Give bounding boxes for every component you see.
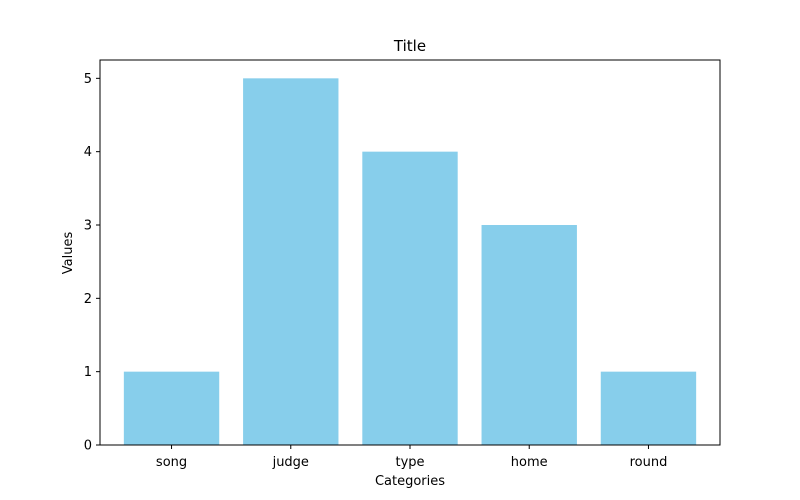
y-tick-label: 1 bbox=[84, 365, 92, 380]
y-tick-label: 0 bbox=[84, 439, 92, 454]
y-axis-ticks: 0 1 2 3 4 5 bbox=[84, 72, 100, 454]
y-tick-label: 2 bbox=[84, 292, 92, 307]
plot-frame bbox=[99, 59, 721, 446]
bar-song bbox=[123, 371, 220, 445]
bar-home bbox=[481, 225, 577, 445]
x-tick-label: home bbox=[511, 455, 548, 470]
bars-group bbox=[123, 78, 697, 445]
x-tick-label: type bbox=[395, 455, 424, 470]
bar-round bbox=[600, 371, 697, 445]
bar-judge bbox=[243, 78, 339, 445]
y-axis-title: Values bbox=[61, 232, 76, 275]
x-tick-label: song bbox=[156, 455, 187, 470]
y-tick-label: 3 bbox=[84, 219, 92, 234]
x-axis-ticks: song judge type home round bbox=[156, 445, 667, 470]
chart-title: Title bbox=[393, 37, 426, 55]
x-tick-label: judge bbox=[272, 455, 309, 470]
y-tick-label: 5 bbox=[84, 72, 92, 87]
y-tick-label: 4 bbox=[84, 145, 92, 160]
x-tick-label: round bbox=[630, 455, 668, 470]
x-axis-title: Categories bbox=[375, 474, 445, 489]
bar-type bbox=[362, 151, 458, 445]
